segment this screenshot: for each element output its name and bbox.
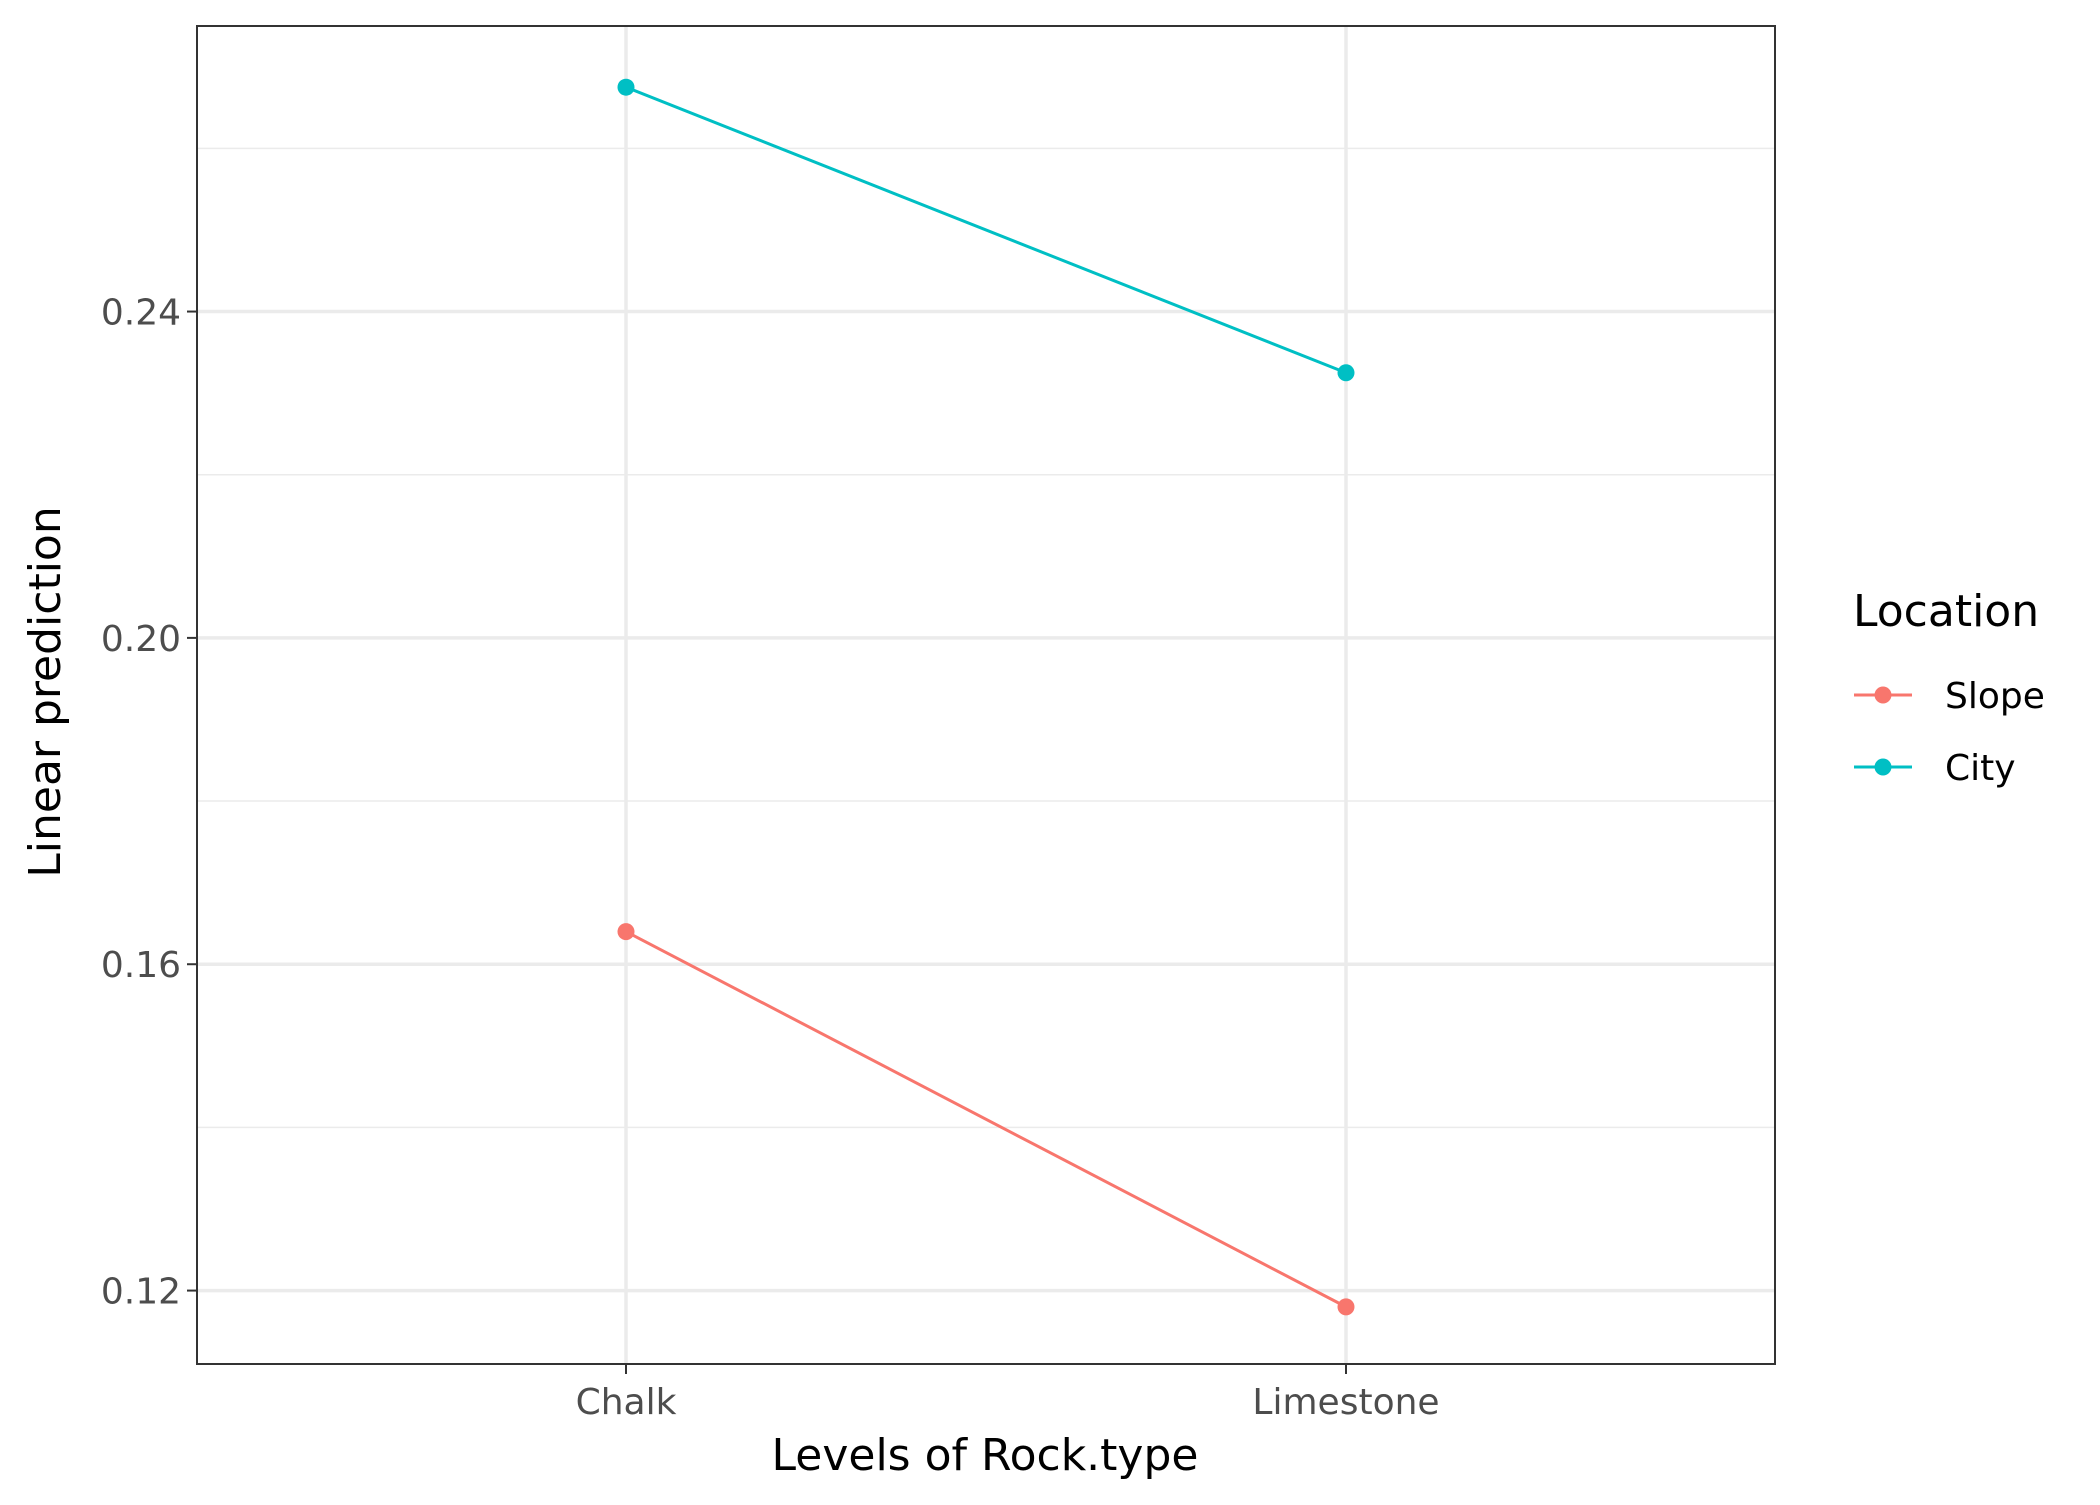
legend-key-point-city	[1874, 758, 1892, 776]
legend-entries: Slope City	[1854, 676, 2045, 789]
legend-key-point-slope	[1874, 686, 1892, 704]
legend: Location Slope City	[1853, 586, 2045, 789]
legend-title: Location	[1853, 586, 2039, 637]
data-point-city	[617, 78, 635, 96]
series-line-city	[625, 85, 1347, 375]
data-point-slope	[617, 923, 635, 941]
y-tick-label: 0.20	[101, 619, 181, 660]
y-tick-label: 0.24	[101, 293, 181, 334]
series-layer	[617, 78, 1355, 1316]
y-axis-title: Linear prediction	[20, 506, 71, 878]
legend-label-city: City	[1945, 748, 2016, 789]
grid-layer	[197, 26, 1775, 1364]
axis-layer: 0.12 0.16 0.20 0.24 Chalk Limestone	[101, 293, 1440, 1423]
data-point-city	[1337, 364, 1355, 382]
series-line-slope	[625, 930, 1347, 1309]
x-tick-label: Limestone	[1252, 1382, 1439, 1423]
y-tick-label: 0.16	[101, 945, 181, 986]
y-tick-label: 0.12	[101, 1272, 181, 1313]
x-tick-label: Chalk	[576, 1382, 677, 1423]
legend-label-slope: Slope	[1945, 676, 2045, 717]
plot-panel-border	[196, 25, 1776, 1365]
x-axis-title: Levels of Rock.type	[772, 1430, 1199, 1481]
data-point-slope	[1337, 1298, 1355, 1316]
